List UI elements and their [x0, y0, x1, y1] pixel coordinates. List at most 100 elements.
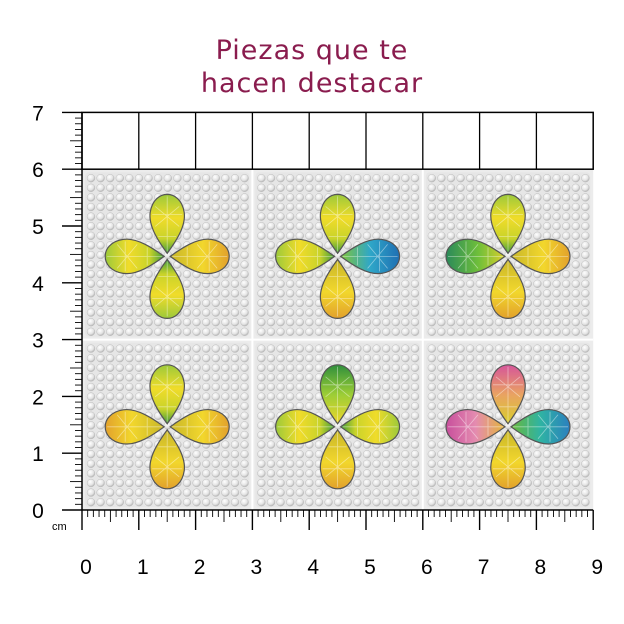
- stone: [257, 354, 266, 363]
- stone: [362, 193, 372, 202]
- stone: [523, 450, 532, 459]
- stone: [362, 363, 372, 372]
- stone: [192, 289, 201, 298]
- stone: [410, 212, 420, 221]
- stone: [276, 212, 285, 221]
- stone: [427, 250, 436, 260]
- stone: [494, 488, 504, 497]
- stone: [372, 279, 381, 288]
- stone: [106, 382, 115, 392]
- stone: [427, 450, 436, 459]
- stone: [221, 402, 230, 411]
- stone: [286, 363, 295, 372]
- stone: [581, 382, 590, 392]
- stone: [362, 354, 372, 363]
- stone: [240, 231, 249, 240]
- stone: [552, 318, 561, 327]
- stone: [401, 327, 410, 336]
- stone: [427, 430, 436, 440]
- stone: [437, 402, 446, 411]
- stone: [266, 402, 276, 411]
- stone: [305, 308, 314, 317]
- stone: [437, 440, 446, 449]
- stone: [391, 289, 400, 298]
- stone: [456, 318, 465, 327]
- stone: [523, 193, 532, 202]
- stone: [144, 270, 153, 279]
- stone: [485, 183, 494, 192]
- stone: [372, 174, 381, 183]
- stone: [314, 402, 324, 411]
- stone: [446, 231, 456, 240]
- stone: [391, 488, 400, 497]
- stone: [391, 440, 400, 449]
- stone: [266, 270, 276, 279]
- stone: [221, 279, 230, 288]
- stone: [382, 183, 391, 192]
- stone: [581, 498, 590, 507]
- stone: [401, 440, 410, 449]
- stone: [134, 392, 144, 401]
- stone: [286, 289, 295, 298]
- stone: [562, 478, 571, 488]
- stone: [202, 402, 211, 411]
- stone: [257, 478, 266, 488]
- stone: [134, 183, 144, 192]
- stone: [305, 373, 314, 382]
- stone: [401, 459, 410, 468]
- stone: [391, 402, 400, 411]
- stone: [106, 193, 115, 202]
- stone: [542, 488, 552, 497]
- stone: [163, 174, 172, 183]
- stone: [552, 289, 561, 298]
- stone: [427, 222, 436, 231]
- stone: [391, 298, 400, 308]
- stone: [276, 231, 285, 240]
- stone: [144, 193, 153, 202]
- stone: [144, 318, 153, 327]
- stone: [401, 478, 410, 488]
- stone: [106, 488, 115, 497]
- stone: [552, 478, 561, 488]
- stone: [362, 402, 372, 411]
- stone: [533, 488, 542, 497]
- stone: [154, 327, 163, 336]
- x-tick-label: 2: [194, 556, 206, 579]
- stone: [475, 212, 484, 221]
- stone: [466, 318, 475, 327]
- stone: [446, 298, 456, 308]
- stone: [257, 498, 266, 507]
- stone: [106, 174, 115, 183]
- stone: [276, 382, 285, 392]
- stone: [362, 289, 372, 298]
- stone: [372, 308, 381, 317]
- stone: [134, 231, 144, 240]
- stone: [211, 212, 220, 221]
- stone: [353, 488, 362, 497]
- stone: [192, 450, 201, 459]
- stone: [542, 183, 552, 192]
- stone: [382, 222, 391, 231]
- stone: [115, 478, 124, 488]
- y-tick-label: 5: [32, 216, 44, 239]
- stone: [286, 222, 295, 231]
- stone: [257, 308, 266, 317]
- stone: [230, 174, 240, 183]
- stone: [144, 183, 153, 192]
- stone: [257, 344, 266, 353]
- stone: [343, 344, 352, 353]
- stone: [542, 174, 552, 183]
- y-tick-label: 3: [32, 330, 44, 353]
- stone: [571, 202, 580, 212]
- stone: [305, 459, 314, 468]
- stone: [552, 392, 561, 401]
- stone: [401, 308, 410, 317]
- stone: [240, 308, 249, 317]
- stone: [221, 222, 230, 231]
- stone: [362, 478, 372, 488]
- stone: [144, 231, 153, 240]
- stone: [230, 270, 240, 279]
- stone: [96, 279, 105, 288]
- stone: [427, 202, 436, 212]
- stone: [562, 459, 571, 468]
